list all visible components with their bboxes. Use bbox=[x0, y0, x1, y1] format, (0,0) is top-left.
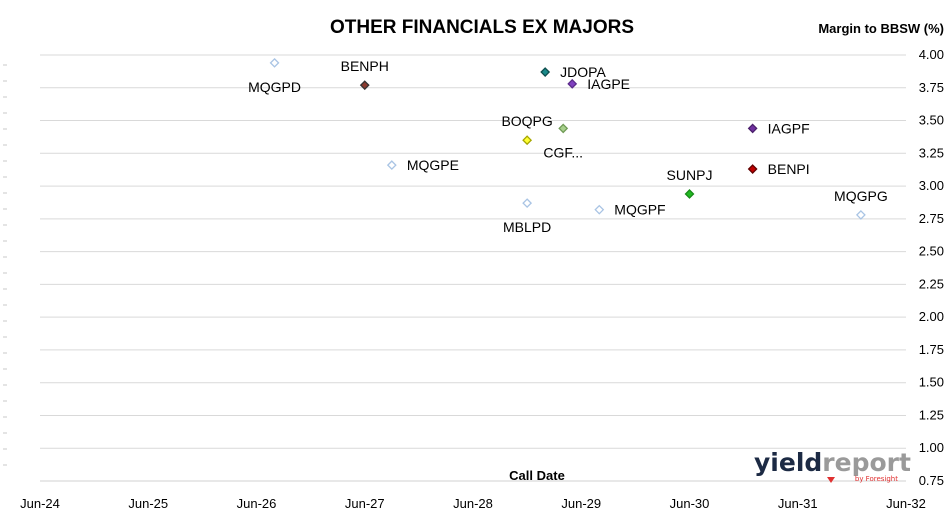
y-tick-label: 3.50 bbox=[919, 113, 944, 128]
chart-title: OTHER FINANCIALS EX MAJORS bbox=[330, 17, 634, 38]
y-tick-label: 1.25 bbox=[919, 407, 944, 422]
data-point-sunpj bbox=[684, 189, 695, 199]
point-label: MBLPD bbox=[503, 219, 551, 235]
point-label: MQGPE bbox=[407, 157, 459, 173]
x-tick-label: Jun-27 bbox=[345, 496, 385, 511]
point-label: IAGPE bbox=[587, 76, 630, 92]
left-minor-ticks bbox=[3, 64, 7, 466]
data-point-benph bbox=[359, 80, 370, 91]
x-tick-label: Jun-26 bbox=[237, 496, 277, 511]
x-tick-label: Jun-29 bbox=[561, 496, 601, 511]
y-tick-label: 1.00 bbox=[919, 440, 944, 455]
y-tick-label: 2.25 bbox=[919, 276, 944, 291]
point-label: CGF... bbox=[543, 144, 583, 160]
x-tick-label: Jun-25 bbox=[128, 496, 168, 511]
y-tick-label: 1.50 bbox=[919, 375, 944, 390]
x-tick-labels: Jun-24 Jun-25 Jun-26 Jun-27 Jun-28 Jun-29 Jun-… bbox=[20, 496, 926, 511]
data-point-boqpg bbox=[522, 135, 533, 146]
x-tick-label: Jun-32 bbox=[886, 496, 926, 511]
point-label: MQGPG bbox=[834, 188, 888, 204]
point-label: JDOPA bbox=[560, 64, 606, 80]
point-label: BENPH bbox=[341, 58, 389, 74]
yieldreport-logo: yieldreport by Foresight bbox=[754, 448, 911, 483]
logo-arrow-icon bbox=[827, 477, 835, 483]
y-tick-label: 3.75 bbox=[919, 80, 944, 95]
y-tick-label: 3.00 bbox=[919, 178, 944, 193]
y-tick-label: 3.25 bbox=[919, 145, 944, 160]
x-tick-label: Jun-31 bbox=[778, 496, 818, 511]
logo-yield-text: yield bbox=[754, 448, 822, 477]
data-point-jdopa bbox=[540, 67, 551, 77]
point-label: IAGPF bbox=[768, 120, 810, 136]
data-point-mqgpf bbox=[594, 204, 605, 215]
y-tick-labels: 0.75 1.00 1.25 1.50 1.75 2.00 2.25 2.50 2.75 3.00… bbox=[919, 47, 944, 488]
x-axis-label: Call Date bbox=[509, 468, 565, 483]
data-points: MQGPD BENPH MQGPE BOQPG MBLPD JDOPA CGF... IAGP… bbox=[248, 57, 888, 235]
data-point-benpi bbox=[747, 164, 758, 174]
point-label: SUNPJ bbox=[667, 167, 713, 183]
logo-report-text: report bbox=[822, 448, 911, 477]
data-point-mqgpg bbox=[855, 209, 866, 220]
data-point-cgf bbox=[558, 123, 569, 134]
x-tick-label: Jun-24 bbox=[20, 496, 60, 511]
y-tick-label: 2.75 bbox=[919, 211, 944, 226]
y-axis-label: Margin to BBSW (%) bbox=[818, 21, 944, 36]
y-tick-label: 2.00 bbox=[919, 309, 944, 324]
svg-text:yieldreport: yieldreport bbox=[754, 448, 911, 477]
gridlines bbox=[40, 54, 906, 449]
y-tick-label: 2.50 bbox=[919, 244, 944, 259]
x-tick-label: Jun-28 bbox=[453, 496, 493, 511]
point-label: BENPI bbox=[768, 161, 810, 177]
point-label: MQGPD bbox=[248, 79, 301, 95]
data-point-mblpd bbox=[522, 198, 533, 209]
data-point-iagpe bbox=[567, 78, 578, 89]
x-tick-label: Jun-30 bbox=[670, 496, 710, 511]
point-label: BOQPG bbox=[501, 113, 552, 129]
logo-sub-text: by Foresight bbox=[855, 475, 898, 483]
data-point-mqgpe bbox=[386, 160, 397, 171]
point-label: MQGPF bbox=[614, 202, 665, 218]
y-tick-label: 1.75 bbox=[919, 342, 944, 357]
data-point-iagpf bbox=[747, 123, 758, 134]
y-tick-label: 4.00 bbox=[919, 47, 944, 62]
y-tick-label: 0.75 bbox=[919, 473, 944, 488]
data-point-mqgpd bbox=[269, 57, 280, 68]
